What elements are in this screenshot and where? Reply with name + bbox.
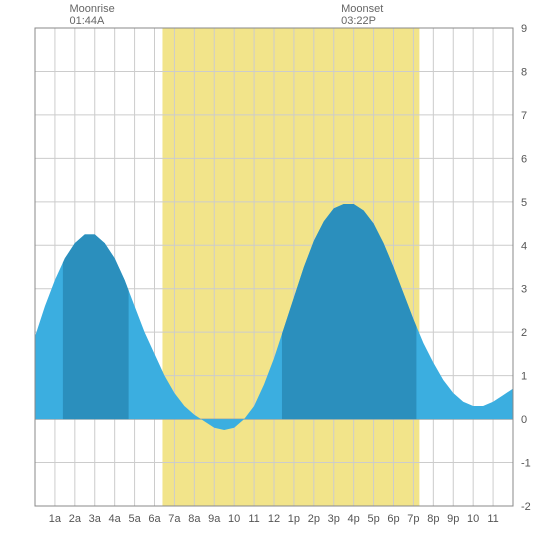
- x-tick-label: 9p: [447, 513, 459, 525]
- x-tick-label: 7p: [407, 513, 419, 525]
- x-tick-label: 2p: [308, 513, 320, 525]
- y-tick-label: -2: [521, 501, 531, 513]
- y-tick-label: 2: [521, 327, 527, 339]
- y-tick-label: -1: [521, 458, 531, 470]
- x-tick-label: 8a: [188, 513, 201, 525]
- x-tick-label: 11: [248, 513, 259, 525]
- x-tick-label: 9a: [208, 513, 221, 525]
- tide-chart: -2-101234567891a2a3a4a5a6a7a8a9a1011121p…: [0, 0, 550, 550]
- y-tick-label: 7: [521, 110, 527, 122]
- y-tick-label: 9: [521, 23, 527, 35]
- x-tick-label: 4p: [348, 513, 360, 525]
- x-tick-label: 3a: [89, 513, 102, 525]
- x-tick-label: 2a: [69, 513, 82, 525]
- y-tick-label: 4: [521, 240, 527, 252]
- x-tick-label: 8p: [427, 513, 439, 525]
- x-tick-label: 10: [467, 513, 479, 525]
- x-tick-label: 3p: [328, 513, 340, 525]
- x-tick-label: 6p: [387, 513, 399, 525]
- y-tick-label: 3: [521, 284, 527, 296]
- y-tick-label: 6: [521, 153, 527, 165]
- x-tick-label: 10: [228, 513, 240, 525]
- annot-time-0: 01:44A: [69, 15, 105, 27]
- x-tick-label: 1p: [288, 513, 300, 525]
- annot-title-0: Moonrise: [69, 3, 114, 15]
- x-tick-label: 12: [268, 513, 280, 525]
- x-tick-label: 4a: [109, 513, 122, 525]
- y-tick-label: 5: [521, 197, 527, 209]
- y-tick-label: 1: [521, 371, 527, 383]
- x-tick-label: 5a: [128, 513, 141, 525]
- tide-area-dark-0: [63, 234, 129, 419]
- y-tick-label: 0: [521, 414, 527, 426]
- x-tick-label: 6a: [148, 513, 161, 525]
- x-tick-label: 5p: [367, 513, 379, 525]
- annot-time-1: 03:22P: [341, 15, 376, 27]
- x-tick-label: 11: [487, 513, 498, 525]
- chart-svg: -2-101234567891a2a3a4a5a6a7a8a9a1011121p…: [0, 0, 550, 550]
- x-tick-label: 1a: [49, 513, 62, 525]
- annot-title-1: Moonset: [341, 3, 383, 15]
- y-tick-label: 8: [521, 66, 527, 78]
- x-tick-label: 7a: [168, 513, 181, 525]
